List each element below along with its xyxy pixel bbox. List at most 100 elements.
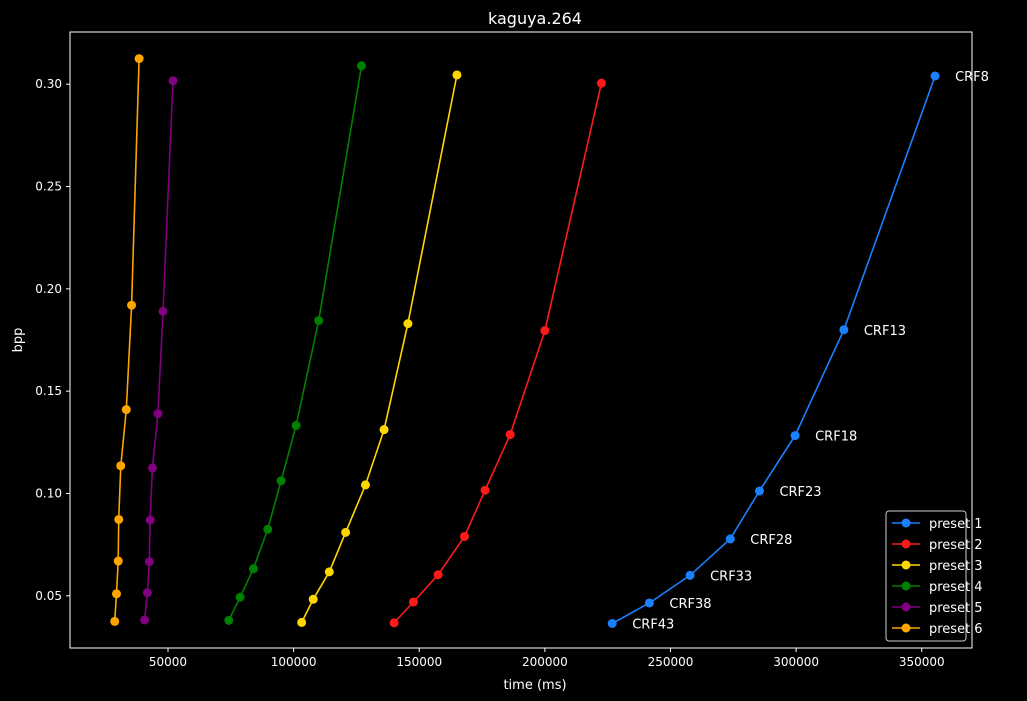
x-axis-label: time (ms) [503, 678, 566, 693]
legend-swatch-marker [901, 623, 911, 633]
data-point [379, 425, 389, 435]
data-point [121, 405, 131, 415]
data-point [356, 61, 366, 71]
legend-swatch-marker [901, 518, 911, 528]
y-tick-label: 0.25 [35, 180, 62, 194]
y-tick-label: 0.30 [35, 77, 62, 91]
series-4 [224, 61, 366, 625]
data-point [685, 570, 695, 580]
x-tick-label: 350000 [899, 655, 945, 669]
series-5 [140, 76, 178, 625]
legend-swatch-marker [901, 602, 911, 612]
crf-annotation: CRF8 [955, 70, 989, 85]
crf-annotation: CRF28 [750, 533, 792, 548]
y-tick-label: 0.15 [35, 384, 62, 398]
data-point [158, 306, 168, 316]
data-point [754, 486, 764, 496]
data-point [480, 485, 490, 495]
data-point [324, 567, 334, 577]
data-point [607, 618, 617, 628]
y-tick-label: 0.05 [35, 589, 62, 603]
data-point [596, 78, 606, 88]
series-line [393, 83, 603, 624]
x-tick-label: 300000 [773, 655, 819, 669]
crf-annotation: CRF43 [632, 617, 674, 632]
data-point [224, 615, 234, 625]
data-point [263, 524, 273, 534]
x-tick-label: 250000 [648, 655, 694, 669]
data-point [110, 616, 120, 626]
data-point [839, 325, 849, 335]
data-point [147, 463, 157, 473]
series-layer [110, 54, 940, 628]
data-point [644, 598, 654, 608]
series-6 [110, 54, 144, 626]
crf-annotation: CRF18 [815, 430, 857, 445]
legend-label: preset 5 [929, 601, 983, 616]
plot-frame [69, 31, 973, 649]
y-tick-label: 0.20 [35, 282, 62, 296]
legend-label: preset 1 [929, 517, 983, 532]
data-point [930, 71, 940, 81]
data-point [134, 54, 144, 64]
data-point [360, 480, 370, 490]
data-point [114, 514, 124, 524]
series-2 [389, 78, 606, 628]
data-point [408, 597, 418, 607]
data-point [505, 430, 515, 440]
series-line [143, 80, 174, 621]
data-point [113, 556, 123, 566]
series-1 [607, 71, 940, 628]
legend-swatch-marker [901, 560, 911, 570]
data-point [308, 594, 318, 604]
data-point [291, 421, 301, 431]
crf-annotation: CRF38 [669, 597, 711, 612]
legend-swatch-marker [901, 539, 911, 549]
series-line [228, 65, 363, 621]
series-3 [297, 70, 462, 627]
data-point [168, 76, 178, 86]
data-point [540, 326, 550, 336]
legend-label: preset 6 [929, 622, 983, 637]
data-point [140, 615, 150, 625]
x-tick-label: 200000 [522, 655, 568, 669]
series-line [611, 75, 936, 625]
data-point [297, 617, 307, 627]
data-point [127, 300, 137, 310]
data-point [459, 531, 469, 541]
data-point [389, 618, 399, 628]
data-point [276, 476, 286, 486]
data-point [452, 70, 462, 80]
series-line [300, 74, 458, 623]
data-point [145, 515, 155, 525]
data-point [153, 409, 163, 419]
data-point [144, 557, 154, 567]
data-point [142, 588, 152, 598]
legend-label: preset 4 [929, 580, 983, 595]
y-tick-label: 0.10 [35, 486, 62, 500]
data-point [341, 527, 351, 537]
legend-label: preset 3 [929, 559, 983, 574]
series-line [113, 58, 140, 622]
data-point [790, 431, 800, 441]
x-axis: 50000 100000 150000 200000 250000 300000 35000… [149, 648, 945, 669]
legend: preset 1 preset 2 preset 3 preset 4 preset 5… [885, 510, 983, 642]
x-tick-label: 100000 [271, 655, 317, 669]
crf-annotation: CRF13 [864, 324, 906, 339]
crf-annotation: CRF23 [779, 485, 821, 500]
data-point [433, 570, 443, 580]
data-point [111, 589, 121, 599]
data-point [403, 319, 413, 329]
x-tick-label: 50000 [149, 655, 187, 669]
data-point [314, 316, 324, 326]
data-point [116, 461, 126, 471]
data-point [248, 564, 258, 574]
chart-title: kaguya.264 [488, 9, 582, 28]
y-axis: 0.05 0.10 0.15 0.20 0.25 0.30 [35, 77, 70, 603]
crf-annotation: CRF33 [710, 569, 752, 584]
legend-swatch-marker [901, 581, 911, 591]
annotation-layer: CRF43 CRF38 CRF33 CRF28 CRF23 CRF18 CRF13 CRF8 [632, 70, 989, 632]
legend-label: preset 2 [929, 538, 983, 553]
data-point [725, 534, 735, 544]
y-axis-label: bpp [11, 328, 26, 353]
